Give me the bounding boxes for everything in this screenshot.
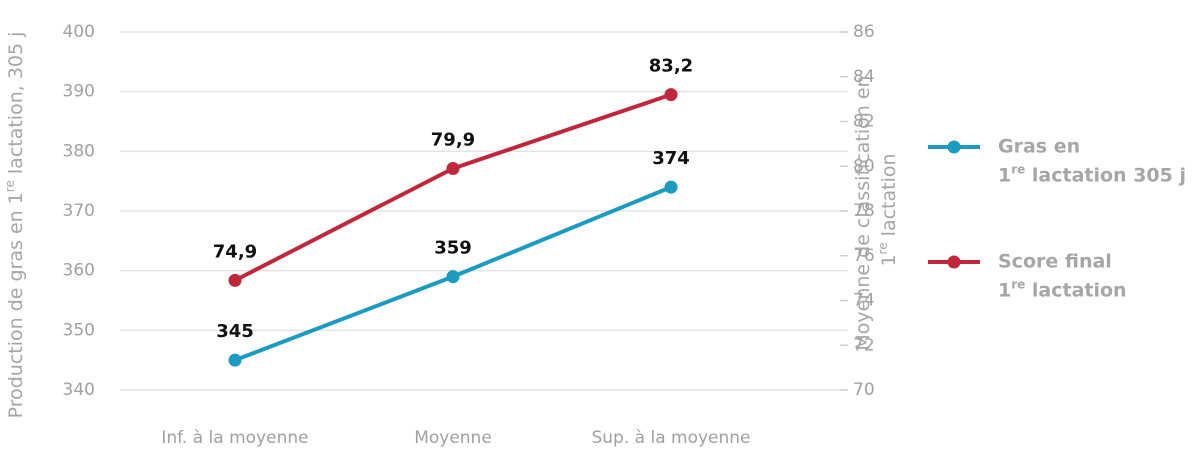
data-label: 374 — [652, 148, 690, 169]
y-tick-label: 340 — [63, 380, 95, 400]
y2-tick-label: 72 — [853, 335, 875, 355]
y2-tick-label: 84 — [853, 67, 875, 87]
data-point — [664, 180, 678, 194]
y-tick-label: 360 — [63, 261, 95, 281]
x-tick-label: Inf. à la moyenne — [161, 428, 308, 448]
legend-label: Gras en 1re lactation 305 j — [998, 135, 1186, 186]
y2-tick-label: 70 — [853, 380, 875, 400]
y-axis-label: Production de gras en 1re lactation, 305… — [3, 32, 27, 419]
legend-marker — [947, 255, 961, 269]
y2-tick-label: 74 — [853, 291, 875, 311]
data-label: 83,2 — [649, 56, 693, 77]
y-tick-label: 390 — [63, 82, 95, 102]
x-tick-label: Sup. à la moyenne — [591, 428, 750, 448]
data-label: 74,9 — [213, 241, 257, 262]
data-point — [664, 88, 678, 102]
data-point — [228, 353, 242, 367]
y2-tick-label: 78 — [853, 201, 875, 221]
legend-label: Score final 1re lactation — [998, 250, 1127, 301]
data-point — [446, 270, 460, 284]
x-tick-label: Moyenne — [414, 428, 492, 448]
data-label: 79,9 — [431, 129, 475, 150]
y-tick-label: 380 — [63, 141, 95, 161]
y2-tick-label: 76 — [853, 246, 875, 266]
data-point — [228, 273, 242, 287]
y-tick-label: 350 — [63, 320, 95, 340]
y2-tick-label: 86 — [853, 22, 875, 42]
y-tick-label: 370 — [63, 201, 95, 221]
y2-tick-label: 80 — [853, 156, 875, 176]
data-label: 359 — [434, 238, 472, 259]
y2-tick-label: 82 — [853, 112, 875, 132]
legend-marker — [947, 140, 961, 154]
y2-axis-label: Moyenne de classification en 1re lactati… — [852, 69, 900, 350]
data-point — [446, 161, 460, 175]
data-label: 345 — [216, 321, 254, 342]
y-tick-label: 400 — [63, 22, 95, 42]
